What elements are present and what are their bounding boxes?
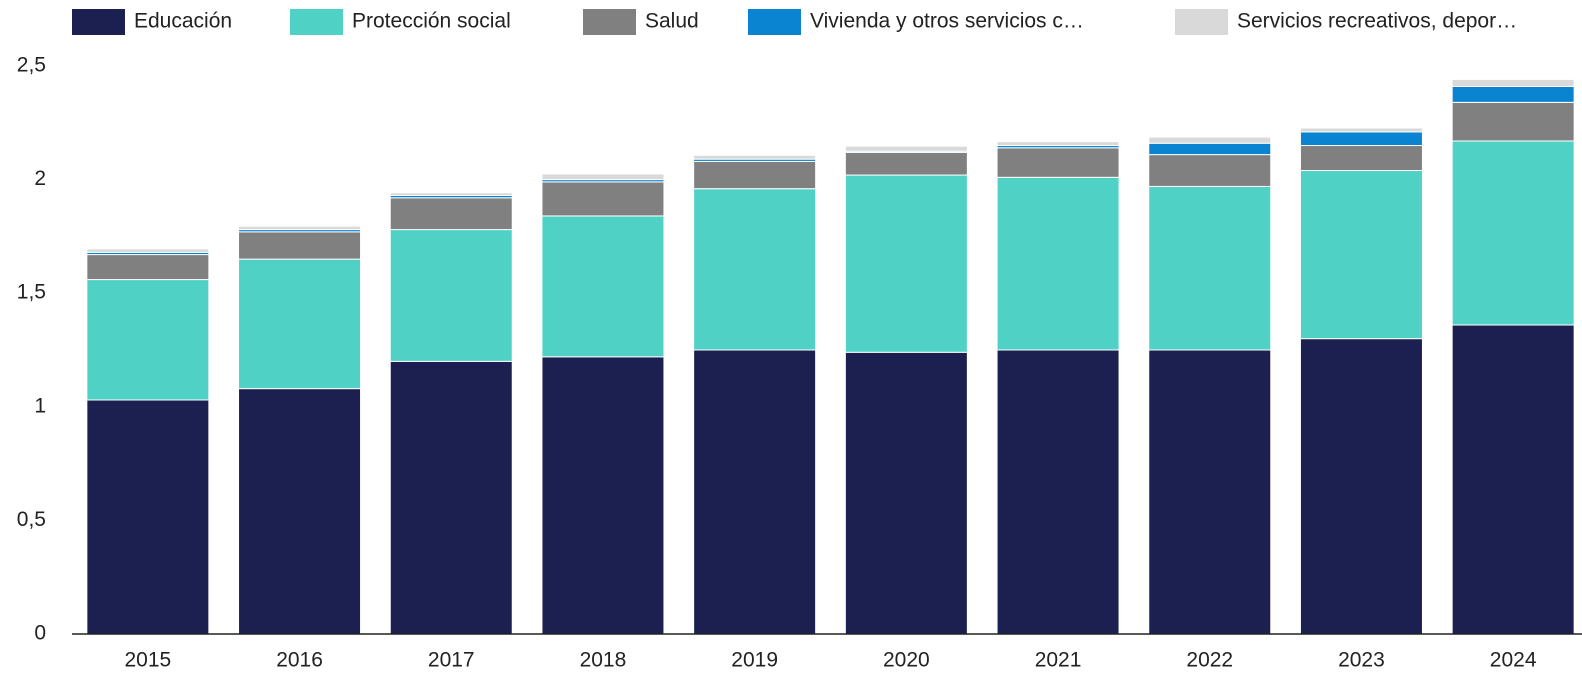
y-tick-label: 2,5: [17, 54, 46, 77]
x-tick-label: 2019: [731, 649, 778, 672]
bar-segment: [1299, 145, 1423, 172]
bar-segment: [996, 176, 1120, 351]
bar-segment: [1451, 85, 1575, 103]
bar-segment: [541, 181, 665, 217]
bar-segment: [996, 147, 1120, 178]
bar-segment: [238, 258, 362, 390]
y-tick-label: 0: [34, 622, 46, 645]
bar-segment: [1299, 170, 1423, 340]
legend-swatch: [748, 9, 801, 35]
bar-segment: [1299, 338, 1423, 635]
legend-label: Vivienda y otros servicios c…: [810, 10, 1084, 33]
bar-segment: [86, 279, 210, 401]
bar-segment: [389, 197, 513, 231]
bar-segment: [1148, 136, 1272, 144]
x-tick-label: 2022: [1186, 649, 1233, 672]
x-tick-label: 2023: [1338, 649, 1385, 672]
y-tick-label: 1,5: [17, 281, 46, 304]
y-tick-label: 1: [34, 394, 46, 417]
bar-segment: [1148, 142, 1272, 156]
x-tick-label: 2016: [276, 649, 323, 672]
bar-segment: [844, 174, 968, 353]
bar-segment: [693, 349, 817, 635]
y-tick-label: 2: [34, 167, 46, 190]
bar-segment: [693, 160, 817, 190]
bar-segment: [389, 360, 513, 635]
bar-segment: [238, 231, 362, 260]
bar-segment: [541, 173, 665, 181]
bar-segment: [86, 248, 210, 253]
bar-segment: [238, 225, 362, 231]
bar-segment: [1148, 349, 1272, 635]
bar-segment: [541, 215, 665, 358]
bar-segment: [1148, 185, 1272, 351]
bar-segment: [541, 356, 665, 635]
bar-segment: [693, 188, 817, 351]
bar-segment: [1451, 78, 1575, 87]
bar-segment: [389, 192, 513, 197]
bar-segment: [844, 145, 968, 152]
legend-swatch: [583, 9, 636, 35]
bar-segment: [86, 254, 210, 281]
x-tick-label: 2021: [1035, 649, 1082, 672]
bar-segment: [1299, 131, 1423, 147]
x-tick-label: 2020: [883, 649, 930, 672]
bar-segment: [1451, 101, 1575, 142]
bar-segment: [1148, 154, 1272, 187]
bar-segment: [238, 388, 362, 635]
x-tick-label: 2015: [124, 649, 171, 672]
legend-swatch: [72, 9, 125, 35]
bar-segment: [389, 229, 513, 362]
bar-segment: [996, 141, 1120, 147]
bar-segment: [844, 151, 968, 176]
legend-label: Educación: [134, 10, 232, 33]
bar-segment: [1451, 140, 1575, 326]
bar-segment: [693, 154, 817, 160]
bar-segment: [1299, 127, 1423, 133]
bar-segment: [996, 349, 1120, 635]
x-tick-label: 2017: [428, 649, 475, 672]
x-tick-label: 2018: [580, 649, 627, 672]
legend-swatch: [1175, 9, 1228, 35]
bar-segment: [1451, 324, 1575, 635]
x-tick-label: 2024: [1490, 649, 1537, 672]
legend-swatch: [290, 9, 343, 35]
legend-label: Salud: [645, 10, 699, 33]
legend-label: Protección social: [352, 10, 511, 33]
bar-segment: [86, 399, 210, 635]
legend-label: Servicios recreativos, depor…: [1237, 10, 1517, 33]
y-tick-label: 0,5: [17, 508, 46, 531]
bar-segment: [844, 351, 968, 635]
